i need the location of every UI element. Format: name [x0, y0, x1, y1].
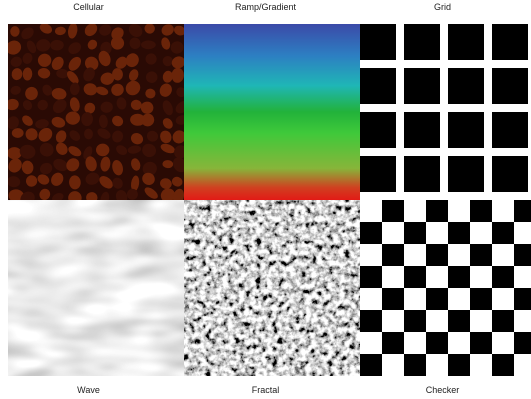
wave-texture: [8, 200, 184, 376]
label-ramp-gradient: Ramp/Gradient: [234, 2, 297, 12]
label-checker: Checker: [425, 385, 460, 395]
ramp-gradient-texture-image: [184, 24, 360, 200]
label-cellular: Cellular: [73, 2, 104, 12]
wave-texture-image: [8, 200, 184, 376]
label-grid: Grid: [433, 2, 451, 12]
cellular-texture: [8, 24, 184, 200]
checker-texture-image: [360, 200, 531, 376]
grid-texture-image: [360, 24, 531, 200]
fractal-texture: [184, 200, 360, 376]
fractal-texture-image: [184, 200, 360, 376]
label-fractal: Fractal: [251, 385, 280, 395]
cellular-texture-image: [8, 24, 184, 200]
grid-texture: [360, 24, 531, 200]
ramp-gradient-texture: [184, 24, 360, 200]
label-wave: Wave: [77, 385, 100, 395]
checker-texture: [360, 200, 531, 376]
